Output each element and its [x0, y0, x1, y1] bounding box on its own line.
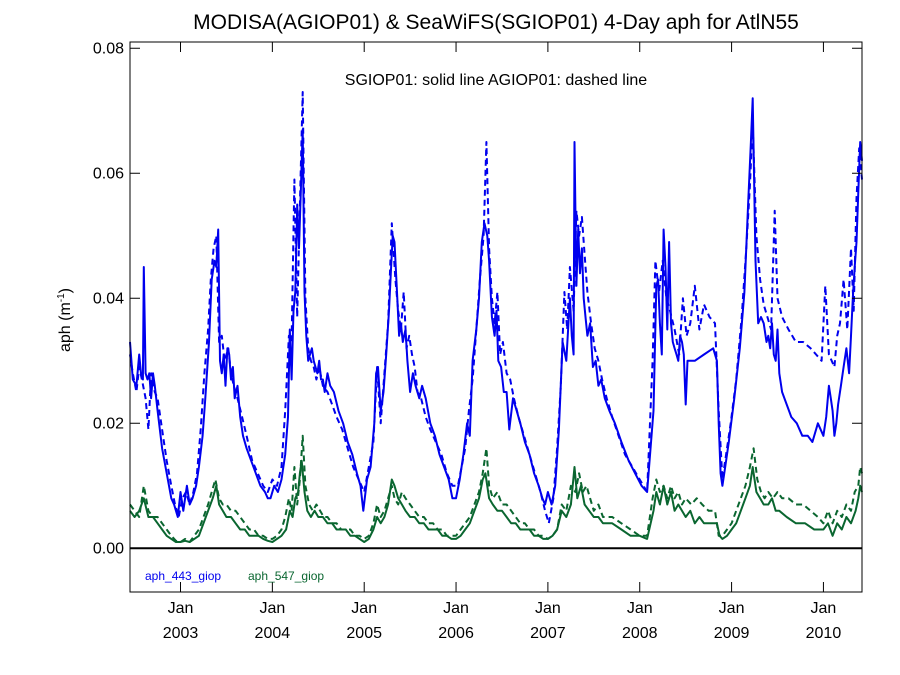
y-tick-label: 0.04: [93, 290, 124, 307]
x-tick-label-year: 2008: [622, 625, 658, 642]
x-tick-label-month: Jan: [719, 600, 745, 617]
x-tick-label-year: 2005: [346, 625, 382, 642]
plot-frame: [129, 41, 863, 593]
series-line-aph_547_giop-solid: [129, 459, 863, 543]
x-tick-label-month: Jan: [259, 600, 285, 617]
y-axis-label-sup: -1: [56, 293, 67, 302]
y-tick-label: 0.08: [93, 40, 124, 57]
y-axis-label-main: aph (m: [57, 302, 74, 352]
x-tick-label-month: Jan: [351, 600, 377, 617]
x-tick-label-year: 2010: [806, 625, 842, 642]
x-tick-label-year: 2003: [163, 625, 199, 642]
axes-layer: 0.00 0.02 0.04 0.06 0.08 Jan 2003 Jan 2004 Jan 200…: [93, 40, 863, 642]
chart-subtitle: SGIOP01: solid line AGIOP01: dashed line: [345, 72, 648, 89]
x-tick-label-month: Jan: [627, 600, 653, 617]
y-axis-label: aph (m-1): [56, 288, 74, 352]
x-tick-label-year: 2006: [438, 625, 474, 642]
x-tick-label-year: 2007: [530, 625, 566, 642]
x-tick-label-year: 2009: [714, 625, 750, 642]
x-tick-label-month: Jan: [811, 600, 837, 617]
x-tick-label-month: Jan: [443, 600, 469, 617]
legend: aph_443_giop aph_547_giop: [145, 569, 324, 583]
series-layer: [129, 91, 863, 550]
x-tick-label-month: Jan: [535, 600, 561, 617]
y-axis-label-close: ): [57, 288, 74, 293]
series-line-aph_547_giop-dashed: [129, 434, 863, 543]
y-tick-label: 0.06: [93, 165, 124, 182]
x-tick-label-month: Jan: [168, 600, 194, 617]
legend-item-aph_547_giop: aph_547_giop: [248, 569, 324, 583]
legend-item-aph_443_giop: aph_443_giop: [145, 569, 221, 583]
y-tick-label: 0.02: [93, 415, 124, 432]
chart-title: MODISA(AGIOP01) & SeaWiFS(SGIOP01) 4-Day…: [193, 11, 799, 34]
y-tick-label: 0.00: [93, 540, 124, 557]
x-tick-label-year: 2004: [255, 625, 291, 642]
